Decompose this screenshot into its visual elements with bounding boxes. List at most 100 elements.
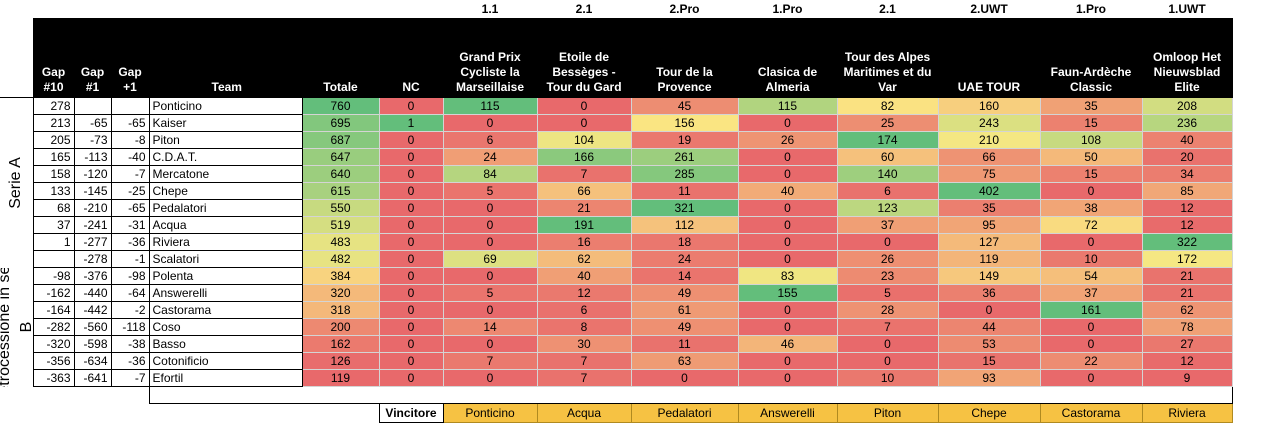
total-cell[interactable]: 550 [301,199,380,217]
race-points-cell[interactable]: 24 [630,250,739,268]
race-points-cell[interactable]: 15 [1039,114,1143,132]
race-points-cell[interactable]: 82 [836,97,939,115]
race-points-cell[interactable]: 123 [836,199,939,217]
race-points-cell[interactable]: 62 [536,250,632,268]
total-cell[interactable]: 162 [301,335,380,353]
gap-10-cell[interactable] [32,250,75,268]
race-points-cell[interactable]: 40 [536,267,632,285]
race-points-cell[interactable]: 0 [836,352,939,370]
race-points-cell[interactable]: 35 [1039,97,1143,115]
gap-10-cell[interactable]: -162 [32,284,75,302]
race-points-cell[interactable]: 15 [1039,165,1143,183]
race-points-cell[interactable]: 25 [836,114,939,132]
race-points-cell[interactable]: 127 [937,233,1041,251]
race-points-cell[interactable]: 63 [630,352,739,370]
race-points-cell[interactable]: 6 [836,182,939,200]
race-points-cell[interactable]: 11 [630,182,739,200]
nc-cell[interactable]: 0 [378,284,444,302]
race-points-cell[interactable]: 62 [1141,301,1233,319]
race-points-cell[interactable]: 69 [442,250,538,268]
gap-plus-1-cell[interactable] [110,97,150,115]
race-points-cell[interactable]: 0 [442,335,538,353]
race-points-cell[interactable]: 0 [536,114,632,132]
race-points-cell[interactable]: 402 [937,182,1041,200]
race-points-cell[interactable]: 95 [937,216,1041,234]
team-cell[interactable]: Castorama [148,301,303,319]
total-cell[interactable]: 640 [301,165,380,183]
gap-plus-1-cell[interactable]: -65 [110,199,150,217]
race-points-cell[interactable]: 7 [536,352,632,370]
race-points-cell[interactable]: 115 [442,97,538,115]
race-points-cell[interactable]: 0 [737,352,838,370]
gap-1-cell[interactable]: -277 [73,233,112,251]
race-points-cell[interactable]: 38 [1039,199,1143,217]
total-cell[interactable]: 482 [301,250,380,268]
race-points-cell[interactable]: 285 [630,165,739,183]
race-points-cell[interactable]: 210 [937,131,1041,149]
team-cell[interactable]: Chepe [148,182,303,200]
race-points-cell[interactable]: 322 [1141,233,1233,251]
race-points-cell[interactable]: 54 [1039,267,1143,285]
race-points-cell[interactable]: 26 [737,131,838,149]
race-points-cell[interactable]: 7 [536,369,632,387]
gap-1-cell[interactable] [73,97,112,115]
race-points-cell[interactable]: 16 [536,233,632,251]
winner-cell[interactable]: Castorama [1039,403,1143,423]
race-points-cell[interactable]: 14 [630,267,739,285]
total-cell[interactable]: 687 [301,131,380,149]
nc-cell[interactable]: 0 [378,97,444,115]
gap-10-cell[interactable]: 205 [32,131,75,149]
gap-10-cell[interactable]: 68 [32,199,75,217]
race-points-cell[interactable]: 104 [536,131,632,149]
gap-1-cell[interactable]: -65 [73,114,112,132]
gap-10-cell[interactable]: 133 [32,182,75,200]
team-cell[interactable]: Ponticino [148,97,303,115]
gap-plus-1-cell[interactable]: -36 [110,233,150,251]
gap-10-cell[interactable]: -356 [32,352,75,370]
race-points-cell[interactable]: 0 [937,301,1041,319]
gap-10-cell[interactable]: 158 [32,165,75,183]
team-cell[interactable]: Efortil [148,369,303,387]
team-cell[interactable]: Cotonificio [148,352,303,370]
race-points-cell[interactable]: 50 [1039,148,1143,166]
gap-1-cell[interactable]: -145 [73,182,112,200]
gap-1-cell[interactable]: -442 [73,301,112,319]
total-cell[interactable]: 647 [301,148,380,166]
race-points-cell[interactable]: 108 [1039,131,1143,149]
nc-cell[interactable]: 0 [378,335,444,353]
winner-cell[interactable]: Chepe [937,403,1041,423]
total-cell[interactable]: 615 [301,182,380,200]
race-points-cell[interactable]: 191 [536,216,632,234]
winner-cell[interactable]: Riviera [1141,403,1233,423]
race-points-cell[interactable]: 161 [1039,301,1143,319]
race-points-cell[interactable]: 0 [442,369,538,387]
race-points-cell[interactable]: 0 [1039,335,1143,353]
race-points-cell[interactable]: 0 [442,216,538,234]
race-points-cell[interactable]: 0 [737,250,838,268]
race-points-cell[interactable]: 10 [1039,250,1143,268]
gap-10-cell[interactable]: 37 [32,216,75,234]
gap-1-cell[interactable]: -560 [73,318,112,336]
race-points-cell[interactable]: 15 [937,352,1041,370]
team-cell[interactable]: Kaiser [148,114,303,132]
race-points-cell[interactable]: 166 [536,148,632,166]
race-points-cell[interactable]: 0 [737,369,838,387]
race-points-cell[interactable]: 0 [442,233,538,251]
race-points-cell[interactable]: 9 [1141,369,1233,387]
race-points-cell[interactable]: 0 [442,267,538,285]
race-points-cell[interactable]: 24 [442,148,538,166]
gap-plus-1-cell[interactable]: -7 [110,165,150,183]
race-points-cell[interactable]: 49 [630,284,739,302]
race-points-cell[interactable]: 66 [937,148,1041,166]
team-cell[interactable]: C.D.A.T. [148,148,303,166]
total-cell[interactable]: 320 [301,284,380,302]
gap-10-cell[interactable]: -320 [32,335,75,353]
race-points-cell[interactable]: 236 [1141,114,1233,132]
nc-cell[interactable]: 0 [378,199,444,217]
team-cell[interactable]: Mercatone [148,165,303,183]
team-cell[interactable]: Piton [148,131,303,149]
race-points-cell[interactable]: 0 [737,233,838,251]
race-points-cell[interactable]: 11 [630,335,739,353]
nc-cell[interactable]: 1 [378,114,444,132]
race-points-cell[interactable]: 18 [630,233,739,251]
